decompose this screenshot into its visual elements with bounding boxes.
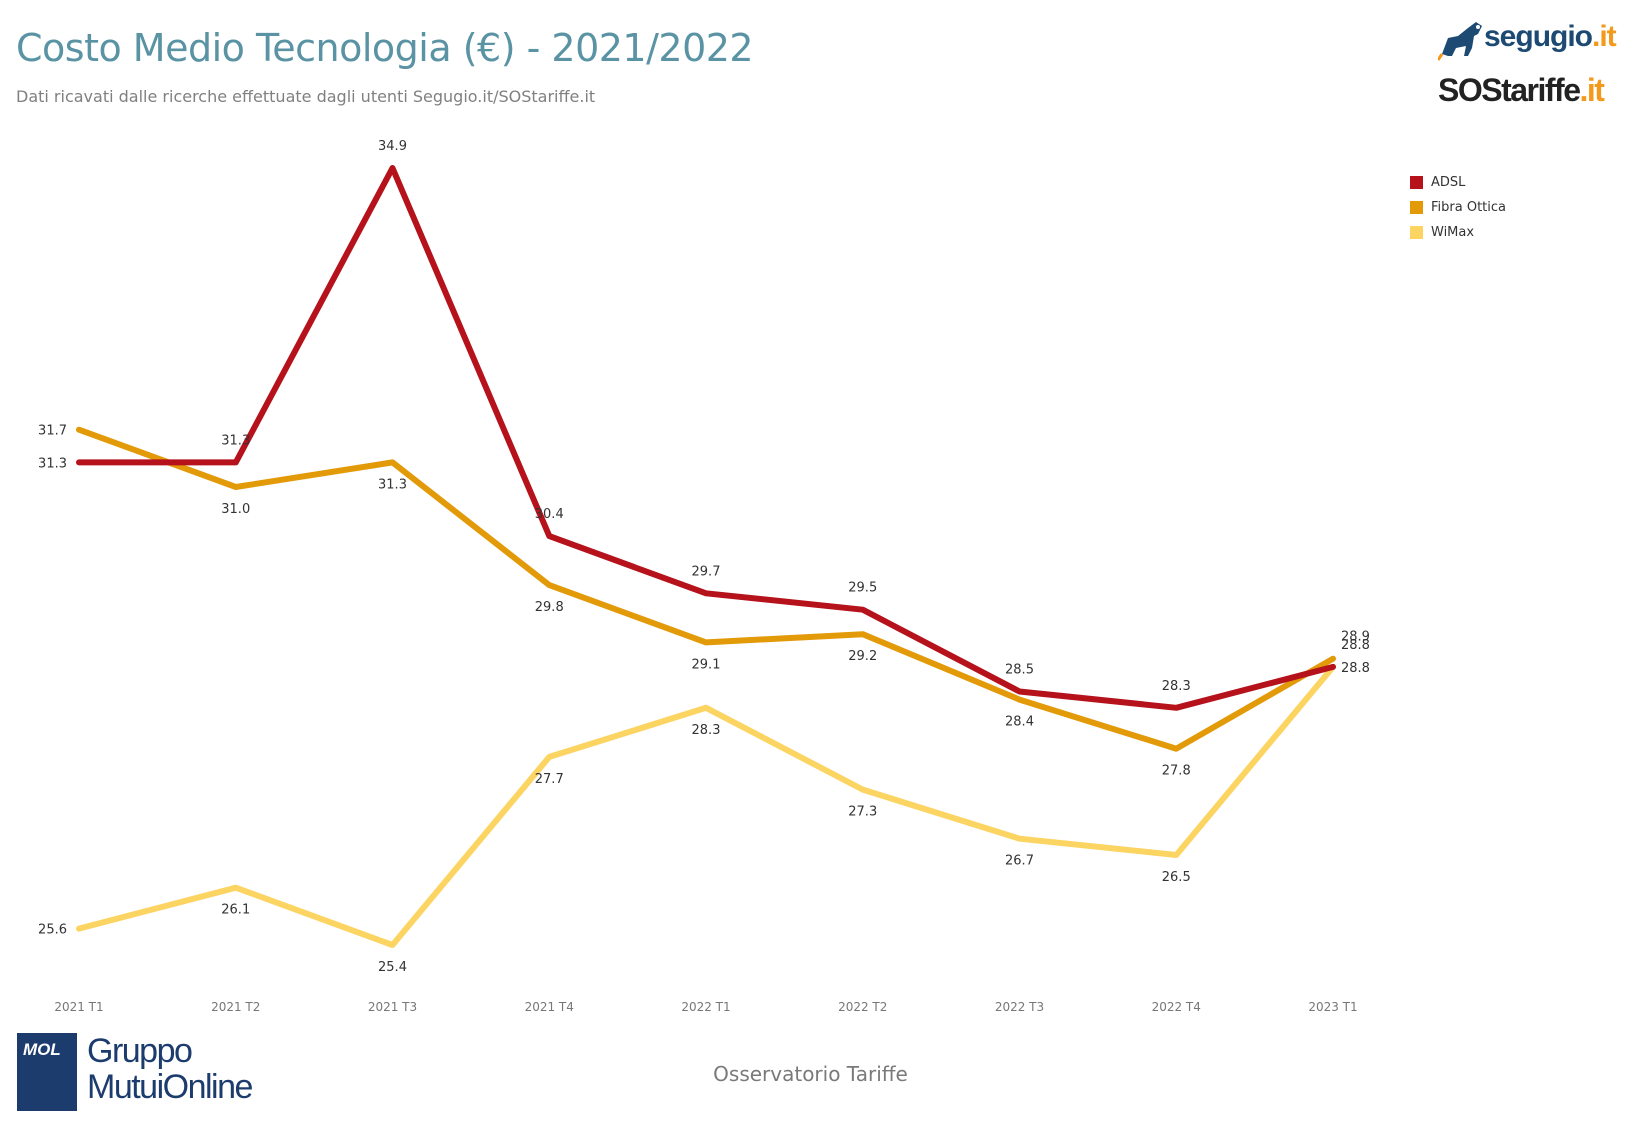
x-tick-label: 2022 T1 (681, 1000, 730, 1014)
footer-caption: Osservatorio Tariffe (0, 1062, 1625, 1086)
sostariffe-text: SOStariffe (1438, 72, 1581, 108)
chart-subtitle: Dati ricavati dalle ricerche effettuate … (16, 87, 596, 106)
x-tick-label: 2023 T1 (1308, 1000, 1357, 1014)
x-tick-label: 2021 T1 (54, 1000, 103, 1014)
x-tick-label: 2022 T4 (1152, 1000, 1201, 1014)
segugio-ext: .it (1592, 20, 1617, 53)
data-label: 31.3 (38, 456, 67, 471)
x-tick-label: 2021 T3 (368, 1000, 417, 1014)
legend-swatch (1410, 226, 1423, 239)
segugio-text: segugio (1484, 20, 1593, 53)
data-label: 30.4 (535, 507, 564, 522)
series-line-adsl (76, 165, 1336, 711)
legend-swatch (1410, 201, 1423, 214)
data-label: 26.7 (1005, 854, 1034, 869)
data-label: 27.3 (848, 805, 877, 820)
chart-title: Costo Medio Tecnologia (€) - 2021/2022 (16, 26, 754, 70)
mol-logo: MOL (17, 1033, 77, 1111)
data-label: 31.7 (38, 424, 67, 439)
data-label: 31.0 (221, 502, 250, 517)
data-label: 31.3 (221, 433, 250, 448)
x-tick-label: 2022 T3 (995, 1000, 1044, 1014)
series-line-fibra-ottica (76, 426, 1336, 752)
data-label: 27.8 (1162, 764, 1191, 779)
legend-swatch (1410, 176, 1423, 189)
data-label: 29.2 (848, 649, 877, 664)
data-label: 29.1 (692, 657, 721, 672)
gruppo-mutuionline-logo: Gruppo MutuiOnline (87, 1032, 253, 1106)
dog-icon (1436, 22, 1482, 61)
legend-label: WiMax (1431, 225, 1475, 240)
data-label: 31.3 (378, 477, 407, 492)
legend-item: Fibra Ottica (1410, 195, 1506, 220)
data-label: 28.4 (1005, 715, 1034, 730)
series-line-wimax (76, 663, 1336, 948)
data-label: 26.1 (221, 903, 250, 918)
data-label: 25.6 (38, 923, 67, 938)
mol-logo-text: MOL (23, 1040, 61, 1059)
data-label: 27.7 (535, 772, 564, 787)
data-label: 29.5 (848, 581, 877, 596)
data-label: 26.5 (1162, 870, 1191, 885)
mutuionline-text: MutuiOnline (87, 1068, 253, 1106)
gruppo-text: Gruppo (87, 1032, 193, 1070)
chart-legend: ADSL Fibra Ottica WiMax (1410, 170, 1506, 245)
legend-item: WiMax (1410, 220, 1506, 245)
data-label: 28.3 (692, 723, 721, 738)
data-label: 28.5 (1005, 662, 1034, 677)
sostariffe-logo: SOStariffe.it (1438, 72, 1605, 109)
data-label: 28.8 (1341, 661, 1370, 676)
footer-text: Osservatorio Tariffe (713, 1062, 908, 1086)
legend-item: ADSL (1410, 170, 1506, 195)
sostariffe-ext: .it (1579, 72, 1604, 108)
data-label: 29.7 (692, 564, 721, 579)
x-tick-label: 2021 T2 (211, 1000, 260, 1014)
data-label: 25.4 (378, 960, 407, 975)
x-tick-label: 2022 T2 (838, 1000, 887, 1014)
legend-label: ADSL (1431, 175, 1466, 190)
legend-label: Fibra Ottica (1431, 200, 1506, 215)
data-label: 34.9 (378, 139, 407, 154)
data-label: 28.8 (1341, 638, 1370, 653)
x-tick-label: 2021 T4 (525, 1000, 574, 1014)
data-label: 28.3 (1162, 679, 1191, 694)
data-label: 28.9 (1341, 630, 1370, 645)
segugio-logo: segugio.it (1436, 14, 1617, 64)
data-label: 29.8 (535, 600, 564, 615)
